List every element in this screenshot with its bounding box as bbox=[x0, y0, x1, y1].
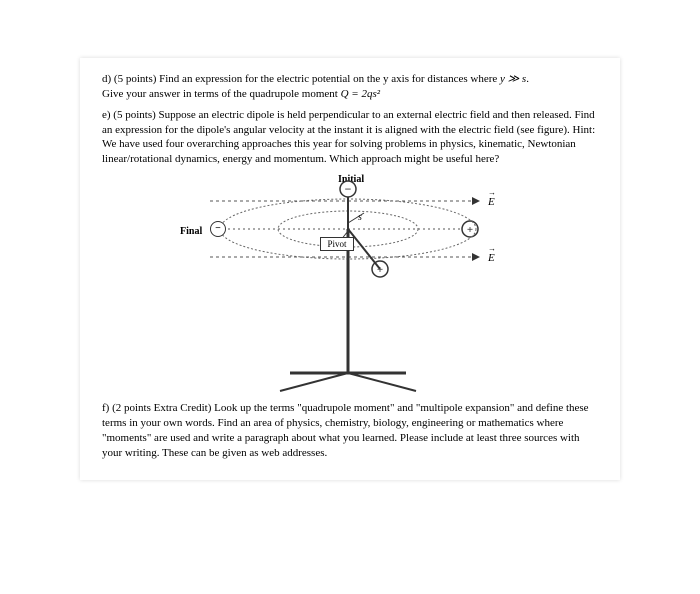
part-d-text-2: Give your answer in terms of the quadrup… bbox=[102, 88, 341, 100]
part-f: f) (2 points Extra Credit) Look up the t… bbox=[102, 401, 598, 460]
e-label-bottom: E bbox=[488, 251, 495, 266]
s-label: s bbox=[358, 211, 362, 225]
part-d-cond: y ≫ s bbox=[500, 73, 526, 85]
figure-container: Initial + − bbox=[102, 173, 598, 393]
final-minus-circle: − bbox=[210, 221, 226, 237]
part-d-text-1: d) (5 points) Find an expression for the… bbox=[102, 73, 500, 85]
problem-page: d) (5 points) Find an expression for the… bbox=[80, 58, 620, 480]
part-e-text: e) (5 points) Suppose an electric dipole… bbox=[102, 109, 595, 166]
svg-text:−: − bbox=[345, 182, 352, 196]
dipole-figure: Initial + − bbox=[180, 173, 520, 393]
part-e: e) (5 points) Suppose an electric dipole… bbox=[102, 108, 598, 167]
part-d-period-1: . bbox=[526, 73, 529, 85]
minus-icon: − bbox=[215, 222, 221, 236]
part-f-text: f) (2 points Extra Credit) Look up the t… bbox=[102, 402, 589, 459]
e-label-top: E bbox=[488, 195, 495, 210]
pivot-label: Pivot bbox=[320, 237, 354, 251]
part-d-qexpr: Q = 2qs² bbox=[341, 88, 380, 100]
part-d: d) (5 points) Find an expression for the… bbox=[102, 72, 598, 102]
final-label: Final bbox=[180, 225, 202, 239]
figure-svg: + − + bbox=[180, 173, 520, 393]
svg-text:+: + bbox=[467, 224, 473, 236]
